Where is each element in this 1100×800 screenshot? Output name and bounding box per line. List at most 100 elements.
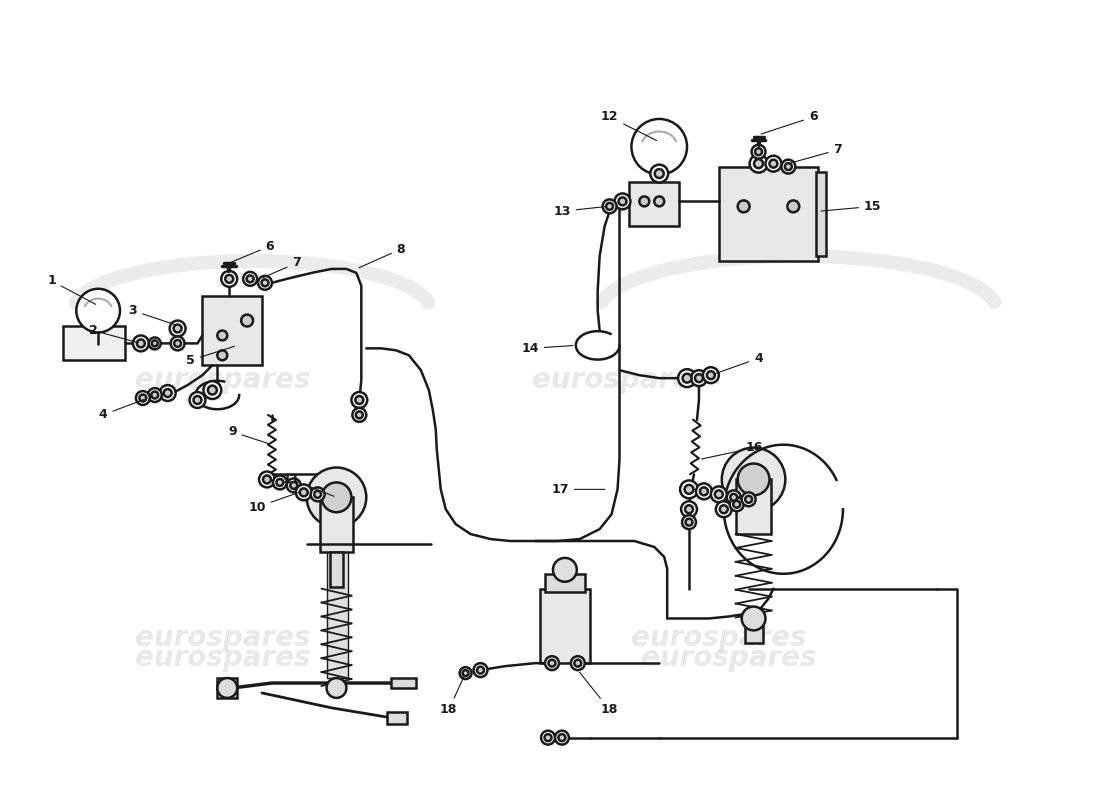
Circle shape — [770, 160, 778, 168]
Bar — [718, 166, 818, 261]
Circle shape — [734, 501, 740, 508]
Bar — [327, 499, 349, 678]
Text: 9: 9 — [228, 426, 270, 444]
Circle shape — [685, 518, 693, 526]
Circle shape — [273, 475, 287, 490]
Circle shape — [140, 394, 146, 402]
Circle shape — [218, 678, 238, 698]
Circle shape — [136, 391, 150, 405]
Circle shape — [473, 663, 487, 677]
Text: 4: 4 — [99, 399, 145, 422]
Circle shape — [544, 734, 551, 741]
Bar — [540, 589, 590, 663]
Circle shape — [729, 498, 744, 511]
Circle shape — [133, 335, 148, 351]
Text: 5: 5 — [186, 346, 234, 366]
Circle shape — [174, 325, 182, 333]
Circle shape — [603, 199, 616, 214]
Circle shape — [684, 485, 693, 494]
Circle shape — [218, 350, 228, 360]
Text: 6: 6 — [761, 110, 817, 134]
Circle shape — [749, 154, 768, 173]
Bar — [387, 712, 407, 724]
Circle shape — [276, 479, 284, 486]
Circle shape — [76, 289, 120, 333]
Circle shape — [549, 660, 556, 666]
Circle shape — [147, 388, 162, 402]
Circle shape — [152, 341, 157, 346]
Circle shape — [310, 487, 324, 502]
Circle shape — [559, 734, 565, 741]
Circle shape — [685, 506, 693, 514]
Circle shape — [148, 338, 161, 350]
Circle shape — [639, 197, 649, 206]
Text: eurospares: eurospares — [641, 644, 816, 672]
Circle shape — [738, 200, 749, 212]
Circle shape — [785, 163, 792, 170]
Circle shape — [745, 496, 752, 502]
Text: eurospares: eurospares — [134, 366, 310, 394]
Bar — [64, 326, 125, 360]
Circle shape — [299, 488, 308, 496]
Circle shape — [152, 391, 158, 398]
Text: 16: 16 — [702, 441, 763, 459]
Bar — [202, 296, 262, 366]
Circle shape — [678, 370, 696, 387]
Circle shape — [707, 371, 715, 379]
Text: eurospares: eurospares — [531, 366, 707, 394]
Circle shape — [553, 558, 576, 582]
Circle shape — [722, 448, 785, 511]
Circle shape — [755, 159, 763, 168]
Circle shape — [170, 337, 185, 350]
Circle shape — [741, 492, 756, 506]
Circle shape — [241, 314, 253, 326]
Text: 12: 12 — [601, 110, 657, 141]
Bar — [330, 552, 343, 586]
Circle shape — [788, 200, 800, 212]
Text: 4: 4 — [714, 352, 763, 374]
Circle shape — [352, 408, 366, 422]
Text: 10: 10 — [249, 492, 299, 514]
Circle shape — [164, 389, 172, 397]
Text: 18: 18 — [580, 672, 618, 716]
Circle shape — [654, 169, 663, 178]
Text: 17: 17 — [551, 483, 605, 496]
Circle shape — [571, 656, 585, 670]
Text: 6: 6 — [232, 239, 274, 262]
Circle shape — [174, 340, 182, 347]
Bar — [320, 498, 353, 552]
Circle shape — [781, 160, 795, 174]
Bar — [816, 171, 826, 256]
Circle shape — [544, 656, 559, 670]
Text: 18: 18 — [440, 676, 464, 716]
Circle shape — [351, 392, 367, 408]
Circle shape — [556, 730, 569, 745]
Circle shape — [691, 370, 707, 386]
Bar — [218, 678, 238, 698]
Circle shape — [715, 490, 723, 498]
Circle shape — [169, 321, 186, 337]
Circle shape — [208, 386, 217, 394]
Circle shape — [321, 482, 351, 512]
Circle shape — [719, 506, 728, 514]
Circle shape — [738, 463, 770, 495]
Circle shape — [189, 392, 206, 408]
Circle shape — [246, 275, 254, 282]
Circle shape — [727, 490, 740, 504]
Circle shape — [356, 411, 363, 418]
Circle shape — [606, 203, 613, 210]
Text: 2: 2 — [89, 324, 139, 342]
Circle shape — [258, 276, 272, 290]
Circle shape — [221, 271, 238, 286]
Circle shape — [695, 374, 703, 382]
Text: 13: 13 — [553, 205, 605, 218]
Text: 14: 14 — [521, 342, 573, 355]
Text: 15: 15 — [821, 200, 881, 213]
Circle shape — [696, 483, 712, 499]
Circle shape — [327, 678, 346, 698]
Circle shape — [477, 666, 484, 674]
Circle shape — [287, 478, 300, 492]
Text: eurospares: eurospares — [631, 624, 806, 652]
Circle shape — [460, 667, 472, 679]
Circle shape — [741, 606, 766, 630]
